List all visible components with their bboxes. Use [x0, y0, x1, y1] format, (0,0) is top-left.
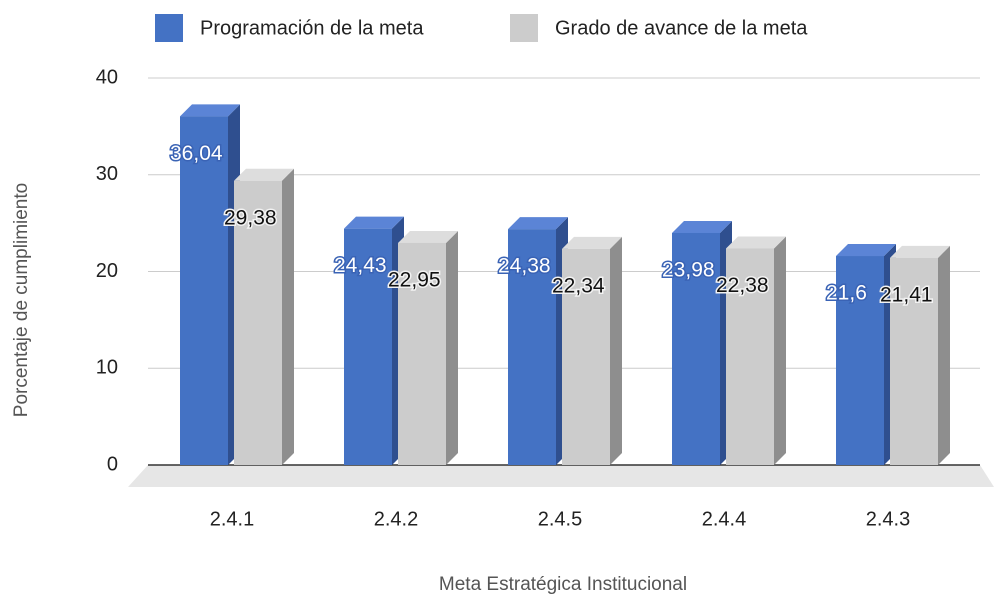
data-label: 22,34: [552, 274, 605, 297]
bar: [180, 116, 228, 466]
bar-top: [344, 216, 404, 229]
bar-top: [562, 236, 622, 249]
legend-swatch: [155, 14, 183, 42]
bar-side: [282, 168, 294, 465]
data-label: 36,04: [170, 142, 223, 165]
legend-label: Programación de la meta: [200, 17, 424, 39]
bar: [344, 228, 392, 465]
bar: [398, 242, 446, 465]
x-tick-label: 2.4.5: [538, 508, 582, 530]
x-tick-label: 2.4.3: [866, 508, 910, 530]
y-tick-label: 40: [96, 66, 118, 88]
bar-top: [398, 230, 458, 243]
x-tick-label: 2.4.1: [210, 508, 254, 530]
bar: [234, 180, 282, 465]
bar-top: [836, 244, 896, 257]
floor: [128, 465, 994, 487]
bar-side: [774, 236, 786, 465]
x-tick-label: 2.4.2: [374, 508, 418, 530]
bar-side: [610, 236, 622, 465]
bar-side: [446, 230, 458, 465]
y-tick-label: 0: [107, 453, 118, 475]
bar: [562, 248, 610, 465]
bar: [836, 256, 884, 465]
legend-label: Grado de avance de la meta: [555, 17, 808, 39]
bar: [672, 232, 720, 465]
bar-top: [180, 104, 240, 117]
y-tick-label: 30: [96, 163, 118, 185]
y-axis-title: Porcentaje de cumplimiento: [11, 183, 32, 417]
bar: [890, 257, 938, 465]
bar-top: [672, 220, 732, 233]
bar: [726, 248, 774, 465]
bar-top: [726, 236, 786, 249]
y-tick-label: 20: [96, 260, 118, 282]
bar-side: [938, 245, 950, 465]
data-label: 24,43: [334, 254, 387, 277]
x-axis-title: Meta Estratégica Institucional: [439, 574, 687, 595]
data-label: 22,95: [388, 269, 441, 292]
data-label: 21,41: [880, 283, 933, 306]
data-label: 22,38: [716, 274, 769, 297]
data-label: 23,98: [662, 259, 715, 282]
data-label: 21,6: [826, 282, 867, 305]
data-label: 24,38: [498, 255, 551, 278]
bar: [508, 229, 556, 465]
bar-top: [508, 217, 568, 230]
data-label: 29,38: [224, 206, 277, 229]
x-tick-label: 2.4.4: [702, 508, 746, 530]
bar-top: [890, 245, 950, 258]
bar-top: [234, 168, 294, 181]
y-tick-label: 10: [96, 357, 118, 379]
legend-swatch: [510, 14, 538, 42]
